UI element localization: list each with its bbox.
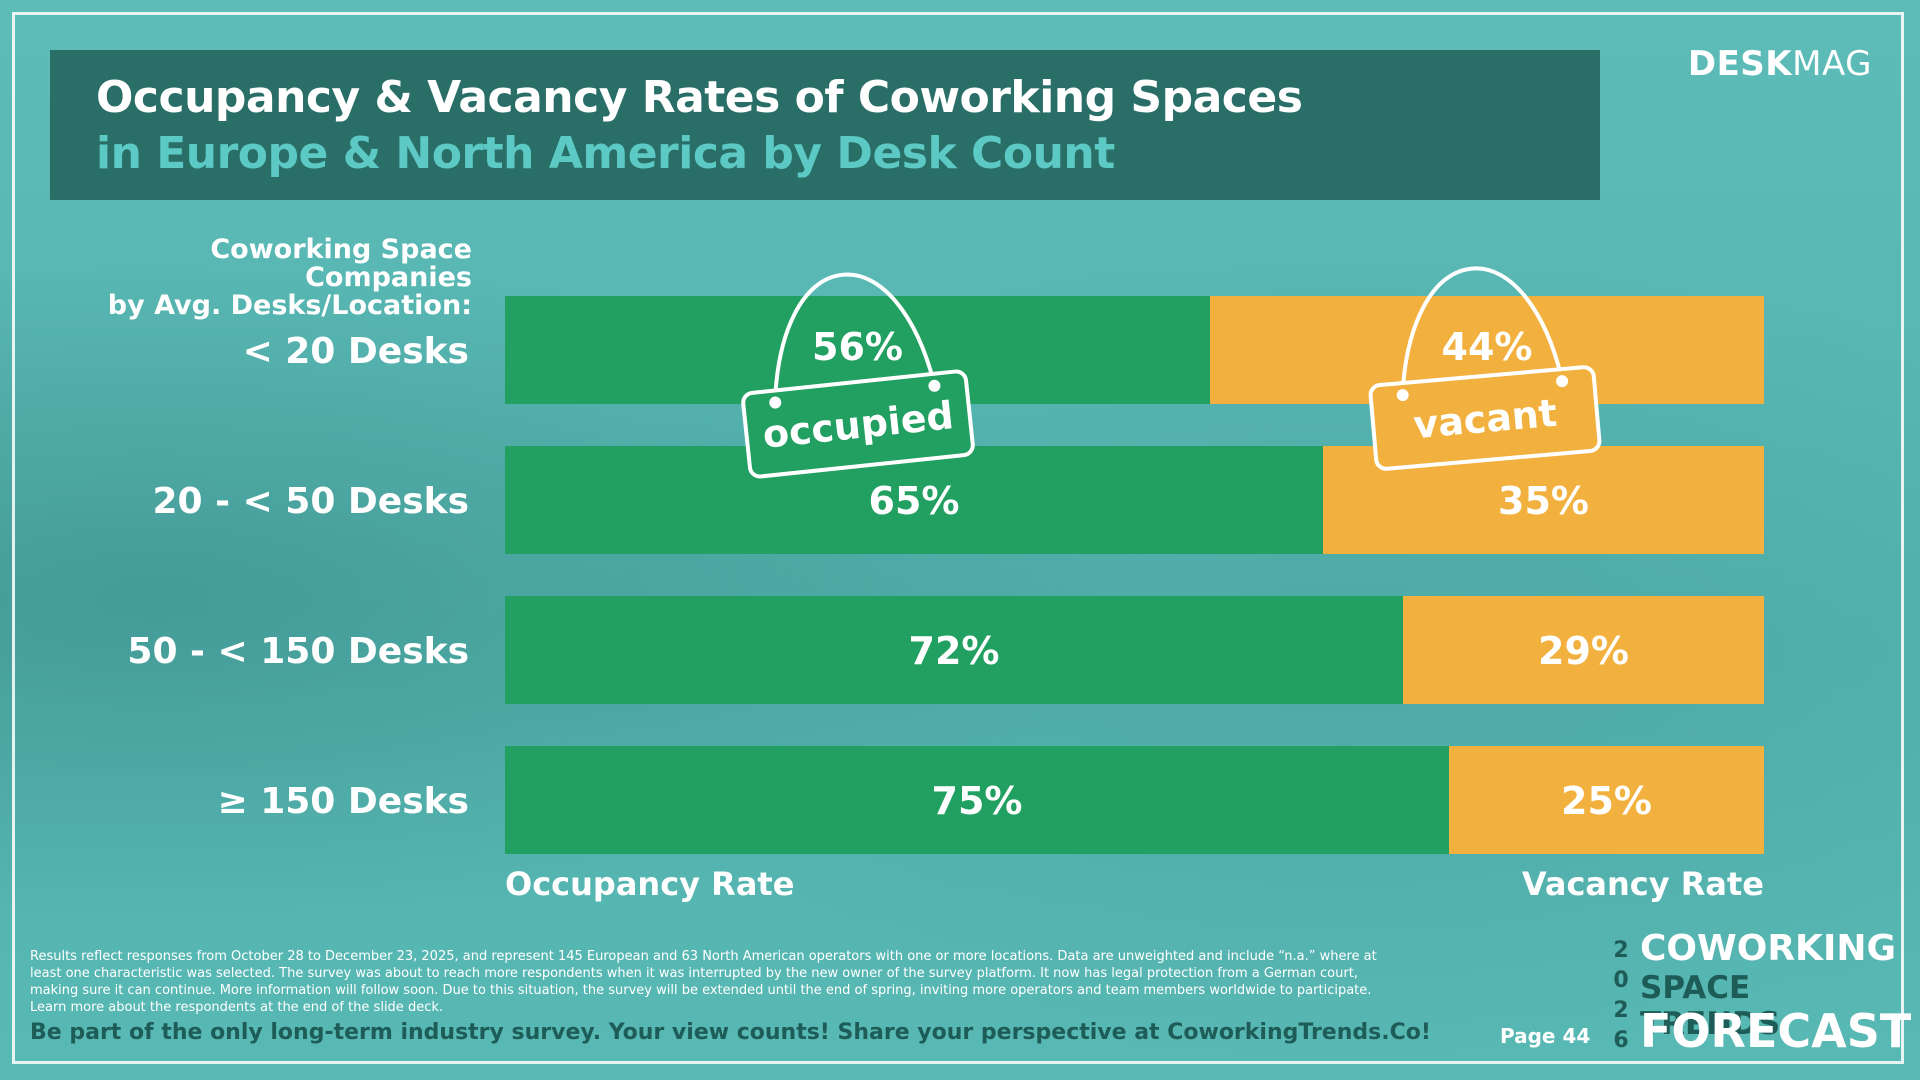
brand-logo: DESKMAG [1688,44,1872,84]
footnote-line: Results reflect responses from October 2… [30,949,1377,964]
category-label: ≥ 150 Desks [218,781,469,822]
year-digit: 6 [1613,1028,1629,1053]
value-label-occupancy: 75% [932,779,1023,823]
y-axis-title-line2: by Avg. Desks/Location: [107,290,472,321]
bar-occupancy [505,746,1449,854]
category-label: < 20 Desks [243,331,469,372]
bar-occupancy [505,596,1403,704]
sign-hole-icon [928,379,941,392]
bar-occupancy [505,446,1323,554]
sign-plate [741,369,975,479]
slide-frame [12,12,1904,1064]
occupied-sign: occupied [741,272,975,479]
page-title: Occupancy & Vacancy Rates of Coworking S… [96,72,1303,123]
value-label-vacancy: 44% [1442,325,1533,369]
value-label-occupancy: 72% [909,629,1000,673]
year-digit: 2 [1613,938,1629,963]
vacant-sign: vacant [1368,266,1602,471]
y-axis-title: Coworking Space Companies by Avg. Desks/… [40,236,472,320]
value-label-vacancy: 35% [1498,479,1589,523]
sign-hook-icon [1400,266,1564,394]
page-number: Page 44 [1500,1024,1591,1048]
forecast-logo-line2: SPACE TRENDS [1640,970,1781,1042]
bar-vacancy [1449,746,1764,854]
sign-hole-icon [769,396,782,409]
forecast-logo-line3: FORECAST [1640,1004,1912,1058]
category-label: 20 - < 50 Desks [152,481,469,522]
value-label-occupancy: 65% [869,479,960,523]
footnote-line: Learn more about the respondents at the … [30,1000,443,1015]
footnote-line: making sure it can continue. More inform… [30,983,1372,998]
legend-occupancy: Occupancy Rate [505,865,795,903]
survey-cta-text: Be part of the only long-term industry s… [30,1020,1431,1045]
value-label-vacancy: 25% [1561,779,1652,823]
y-axis-title-line1: Coworking Space Companies [210,234,472,293]
value-label-vacancy: 29% [1538,629,1629,673]
footnote-line: least one characteristic was selected. T… [30,966,1358,981]
sign-hole-icon [1556,375,1569,388]
legend-vacancy: Vacancy Rate [1521,865,1764,903]
year-digit: 2 [1613,998,1629,1023]
forecast-logo-line1: COWORKING [1640,928,1897,969]
brand-logo-part1: DESK [1687,44,1793,84]
year-digit: 0 [1613,968,1629,993]
brand-logo-part2: MAG [1792,44,1872,84]
sign-hook-icon [773,272,937,401]
footnote: Results reflect responses from October 2… [30,948,1490,1016]
forecast-year-digits: 2 0 2 6 [1610,936,1632,1056]
value-label-occupancy: 56% [812,325,903,369]
sign-plate [1368,365,1602,471]
sign-hole-icon [1396,389,1409,402]
category-label: 50 - < 150 Desks [127,631,469,672]
forecast-logo: 2 0 2 6 COWORKING SPACE TRENDS FORECAST [1610,928,1911,1058]
bar-vacancy [1403,596,1764,704]
page-subtitle: in Europe & North America by Desk Count [96,128,1115,179]
title-banner: Occupancy & Vacancy Rates of Coworking S… [50,50,1600,200]
